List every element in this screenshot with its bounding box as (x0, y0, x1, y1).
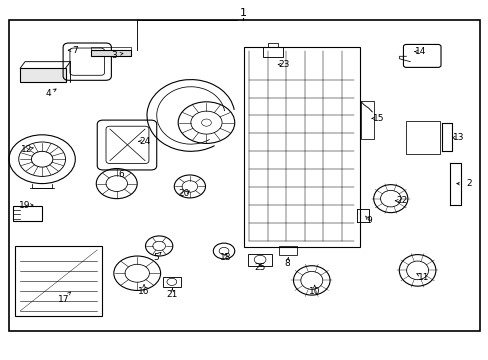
Text: 5: 5 (153, 253, 158, 262)
Text: 6: 6 (119, 170, 124, 179)
Text: 7: 7 (72, 46, 78, 55)
Text: 10: 10 (308, 287, 320, 296)
Text: 4: 4 (45, 89, 51, 98)
Text: 25: 25 (254, 264, 265, 273)
Text: 8: 8 (284, 259, 290, 268)
Text: 9: 9 (365, 216, 371, 225)
Bar (13, 206, 41, 221)
Bar (9, 21, 479, 330)
Text: 18: 18 (220, 253, 231, 262)
Text: 23: 23 (278, 60, 289, 69)
Bar (15, 246, 102, 316)
Bar (248, 253, 271, 266)
Bar (91, 50, 131, 56)
Bar (278, 246, 297, 255)
Text: 11: 11 (417, 273, 429, 282)
Text: 15: 15 (372, 114, 384, 123)
Bar (406, 121, 439, 154)
Text: 12: 12 (21, 145, 33, 154)
Text: 16: 16 (138, 287, 149, 296)
Bar (263, 46, 282, 57)
Text: 24: 24 (139, 137, 150, 146)
Text: 21: 21 (166, 289, 178, 298)
Text: 20: 20 (178, 189, 189, 198)
Text: 2: 2 (465, 179, 470, 188)
Text: 22: 22 (395, 196, 407, 205)
Text: 3: 3 (111, 51, 117, 60)
Bar (162, 277, 181, 287)
Text: 17: 17 (58, 294, 70, 303)
Text: 1: 1 (239, 8, 246, 18)
Bar (243, 46, 359, 247)
Bar (360, 101, 373, 139)
Text: 14: 14 (414, 47, 426, 56)
Polygon shape (20, 68, 65, 82)
Text: 13: 13 (452, 133, 464, 142)
Text: 19: 19 (20, 201, 31, 210)
